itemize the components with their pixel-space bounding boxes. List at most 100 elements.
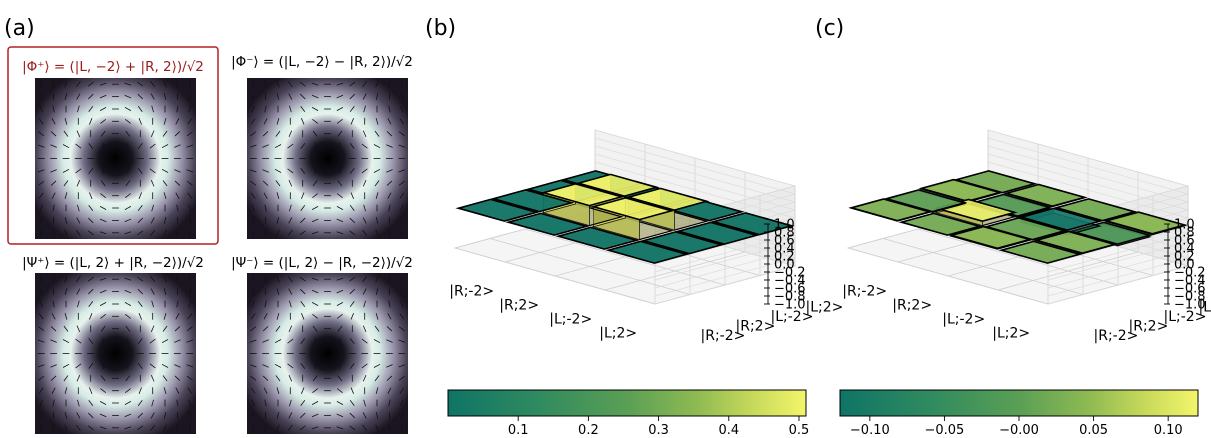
polarization-arrow	[186, 375, 193, 381]
polarization-arrow	[151, 204, 154, 212]
polarization-arrow	[399, 313, 405, 320]
polarization-arrow	[124, 302, 132, 306]
polarization-arrow	[162, 325, 168, 332]
polarization-arrow	[311, 82, 319, 86]
polarization-arrow	[50, 326, 57, 332]
polarization-arrow	[388, 105, 391, 113]
polarization-arrow	[375, 412, 379, 419]
polarization-arrow	[398, 339, 406, 343]
polarization-arrow	[76, 374, 81, 382]
polarization-arrow	[252, 412, 255, 419]
z-tick-label: 0.0	[1174, 258, 1195, 273]
polarization-arrow	[287, 338, 294, 344]
polarization-arrow	[176, 275, 179, 283]
polarization-arrow	[62, 144, 70, 149]
polarization-arrow	[361, 338, 368, 344]
polarization-arrow	[163, 288, 167, 295]
polarization-arrow	[89, 118, 93, 125]
polarization-arrow	[124, 413, 132, 418]
polarization-arrow	[124, 218, 132, 223]
polarization-arrow	[398, 326, 405, 332]
polarization-arrow	[163, 412, 167, 419]
polarization-arrow	[386, 131, 393, 137]
polarization-arrow	[374, 180, 380, 187]
polarization-arrow	[88, 338, 94, 345]
polarization-arrow	[250, 118, 256, 125]
polarization-arrow	[262, 375, 269, 381]
polarization-arrow	[276, 192, 280, 200]
polarization-arrow	[62, 339, 70, 344]
polarization-arrow	[89, 313, 93, 320]
polarization-arrow	[186, 131, 193, 137]
polarization-arrow	[176, 229, 179, 237]
polarization-arrow	[350, 387, 354, 394]
polarization-arrow	[51, 387, 56, 394]
polarization-arrow	[349, 230, 356, 236]
colorbar-tick-label: −0.05	[924, 423, 964, 438]
polarization-arrow	[336, 193, 343, 199]
row-label: |R;-2>	[449, 283, 494, 299]
polarization-arrow	[388, 204, 391, 212]
polarization-arrow	[176, 105, 179, 113]
polarization-arrow	[362, 81, 368, 88]
polarization-arrow	[275, 325, 281, 332]
polarization-arrow	[250, 192, 256, 199]
z-axis: 1.00.80.60.40.20.0−0.2−0.4−0.6−0.8−1.0	[1164, 218, 1206, 313]
polarization-arrow	[264, 229, 267, 237]
panel-c-label: (c)	[815, 16, 844, 41]
polarization-arrow	[350, 118, 354, 125]
polarization-arrow	[388, 399, 391, 407]
polarization-arrow	[349, 143, 355, 150]
polarization-arrow	[64, 117, 68, 125]
polarization-arrow	[100, 388, 107, 394]
polarization-arrow	[275, 375, 281, 382]
polarization-arrow	[374, 325, 380, 332]
polarization-arrow	[262, 131, 269, 137]
polarization-arrow	[162, 375, 168, 382]
polarization-arrow	[188, 288, 191, 295]
polarization-arrow	[288, 288, 293, 295]
polarization-arrow	[99, 401, 107, 405]
polarization-arrow	[77, 300, 80, 308]
polarization-arrow	[64, 387, 68, 395]
polarization-arrow	[50, 339, 57, 343]
polarization-arrow	[100, 180, 106, 187]
polarization-arrow	[311, 218, 319, 223]
polarization-arrow	[263, 192, 268, 199]
polarization-arrow	[52, 300, 55, 308]
polarization-arrow	[387, 387, 392, 394]
polarization-arrow	[387, 118, 392, 125]
polarization-arrow	[276, 288, 280, 295]
polarization-arrow	[349, 425, 356, 431]
polarization-arrow	[161, 144, 169, 149]
polarization-arrow	[274, 363, 282, 368]
polarization-arrow	[64, 217, 68, 224]
polarization-arrow	[387, 313, 392, 320]
polarization-arrow	[87, 425, 94, 431]
polarization-arrow	[299, 230, 306, 236]
z-tick-label: −0.8	[1174, 290, 1206, 305]
polarization-arrow	[375, 275, 379, 283]
polarization-arrow	[276, 387, 280, 395]
polarization-arrow	[138, 192, 142, 199]
polarization-arrow	[373, 168, 381, 173]
row-label: |L;-2>	[549, 311, 592, 327]
polarization-arrow	[287, 168, 294, 174]
polarization-arrow	[75, 229, 81, 236]
polarization-arrow	[336, 118, 343, 124]
polarization-arrow	[276, 275, 280, 283]
polarization-arrow	[350, 313, 354, 320]
polarization-arrow	[336, 289, 344, 294]
row-label: |L;2>	[599, 325, 637, 341]
polarization-arrow	[388, 229, 391, 237]
polarization-arrow	[75, 168, 82, 174]
polarization-arrow	[88, 167, 94, 174]
polarization-arrow	[124, 118, 131, 124]
polarization-arrow	[262, 169, 269, 173]
polarization-arrow	[150, 229, 156, 236]
polarization-arrow	[163, 117, 167, 125]
polarization-arrow	[174, 364, 181, 368]
polarization-arrow	[349, 362, 355, 369]
polarization-arrow	[289, 300, 292, 308]
polarization-arrow	[300, 288, 306, 295]
